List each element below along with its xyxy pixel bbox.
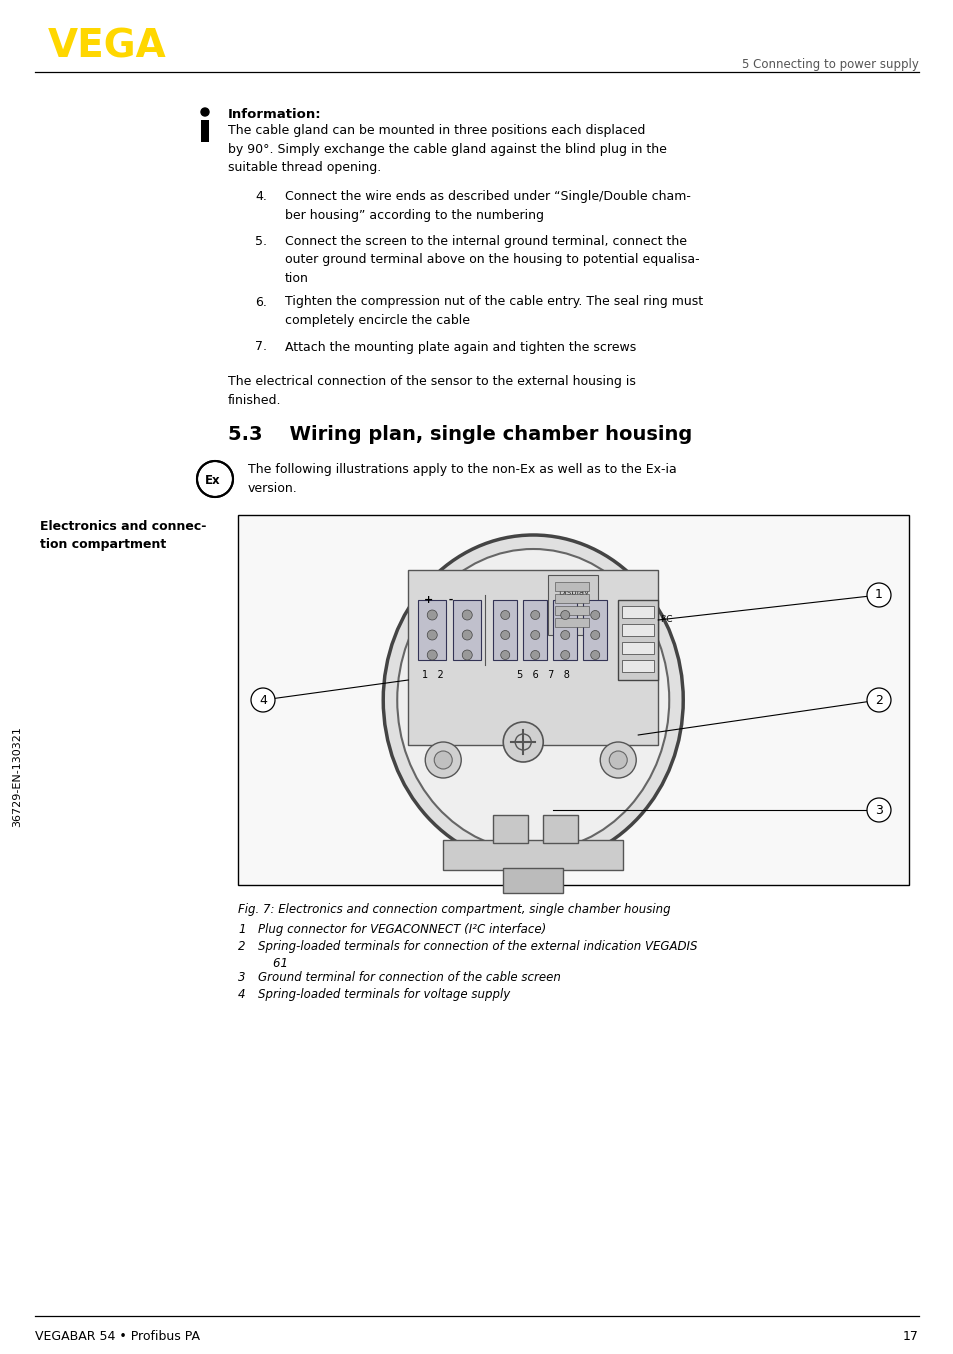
Text: The following illustrations apply to the non-Ex as well as to the Ex-ia
version.: The following illustrations apply to the… [248,463,676,494]
Text: Connect the wire ends as described under “Single/Double cham-
ber housing” accor: Connect the wire ends as described under… [285,190,690,222]
Circle shape [866,688,890,712]
Text: 3: 3 [237,971,245,984]
Circle shape [866,798,890,822]
Text: 5 Connecting to power supply: 5 Connecting to power supply [741,58,918,70]
Text: 1: 1 [237,923,245,936]
FancyBboxPatch shape [621,624,654,636]
Text: Plug connector for VEGACONNECT (I²C interface): Plug connector for VEGACONNECT (I²C inte… [257,923,546,936]
Text: Display: Display [558,588,588,597]
Text: 36729-EN-130321: 36729-EN-130321 [12,727,22,827]
Circle shape [560,650,569,659]
Text: I²C: I²C [659,615,672,624]
Text: 1   2: 1 2 [422,670,444,680]
Ellipse shape [396,548,669,852]
FancyBboxPatch shape [618,600,658,680]
FancyBboxPatch shape [493,600,517,659]
Text: Spring-loaded terminals for voltage supply: Spring-loaded terminals for voltage supp… [257,988,510,1001]
FancyBboxPatch shape [453,600,480,659]
FancyBboxPatch shape [201,121,209,142]
FancyBboxPatch shape [621,642,654,654]
Circle shape [500,650,509,659]
Circle shape [462,650,472,659]
Text: 4: 4 [259,693,267,707]
Circle shape [251,688,274,712]
Text: The electrical connection of the sensor to the external housing is
finished.: The electrical connection of the sensor … [228,375,636,406]
Circle shape [590,611,599,620]
FancyBboxPatch shape [493,815,528,844]
Circle shape [560,611,569,620]
Circle shape [201,108,209,116]
Circle shape [609,751,626,769]
Text: 4: 4 [237,988,245,1001]
Circle shape [590,631,599,639]
Circle shape [425,742,460,779]
Circle shape [427,611,436,620]
FancyBboxPatch shape [553,600,577,659]
Text: 17: 17 [902,1330,918,1343]
FancyBboxPatch shape [621,659,654,672]
Circle shape [590,650,599,659]
FancyBboxPatch shape [417,600,446,659]
FancyBboxPatch shape [555,594,589,603]
Text: +    -: + - [423,594,453,605]
Circle shape [599,742,636,779]
Text: 2: 2 [874,693,882,707]
Text: VEGA: VEGA [48,28,167,66]
Circle shape [530,611,539,620]
Circle shape [462,630,472,640]
FancyBboxPatch shape [621,607,654,617]
Text: Ex: Ex [205,474,220,486]
FancyBboxPatch shape [548,575,598,635]
Circle shape [427,630,436,640]
Text: 5.3    Wiring plan, single chamber housing: 5.3 Wiring plan, single chamber housing [228,425,692,444]
FancyBboxPatch shape [555,607,589,615]
FancyBboxPatch shape [555,617,589,627]
Text: 5.: 5. [254,236,267,248]
Text: Fig. 7: Electronics and connection compartment, single chamber housing: Fig. 7: Electronics and connection compa… [237,903,670,917]
Text: Ground terminal for connection of the cable screen: Ground terminal for connection of the ca… [257,971,560,984]
Text: 4.: 4. [254,190,267,203]
Text: 6.: 6. [254,295,267,309]
Text: 3: 3 [874,803,882,816]
Text: Electronics and connec-
tion compartment: Electronics and connec- tion compartment [40,520,206,551]
Text: Connect the screen to the internal ground terminal, connect the
outer ground ter: Connect the screen to the internal groun… [285,236,699,284]
FancyBboxPatch shape [555,582,589,590]
FancyBboxPatch shape [522,600,547,659]
FancyBboxPatch shape [443,839,622,871]
Text: VEGABAR 54 • Profibus PA: VEGABAR 54 • Profibus PA [35,1330,200,1343]
Text: Attach the mounting plate again and tighten the screws: Attach the mounting plate again and tigh… [285,340,636,353]
FancyBboxPatch shape [582,600,607,659]
Circle shape [500,631,509,639]
FancyBboxPatch shape [542,815,578,844]
Circle shape [427,650,436,659]
FancyBboxPatch shape [503,868,562,894]
Circle shape [462,611,472,620]
Text: 1: 1 [874,589,882,601]
Text: 2: 2 [237,940,245,953]
Text: 7.: 7. [254,340,267,353]
Text: Spring-loaded terminals for connection of the external indication VEGADIS
    61: Spring-loaded terminals for connection o… [257,940,697,969]
Text: The cable gland can be mounted in three positions each displaced
by 90°. Simply : The cable gland can be mounted in three … [228,125,666,175]
Circle shape [560,631,569,639]
FancyBboxPatch shape [408,570,658,745]
Text: Tighten the compression nut of the cable entry. The seal ring must
completely en: Tighten the compression nut of the cable… [285,295,702,328]
Text: Information:: Information: [228,108,321,121]
Circle shape [530,631,539,639]
FancyBboxPatch shape [237,515,908,886]
Circle shape [503,722,542,762]
Text: 5   6   7   8: 5 6 7 8 [517,670,569,680]
Circle shape [196,460,233,497]
Circle shape [434,751,452,769]
Circle shape [866,584,890,607]
Circle shape [500,611,509,620]
Ellipse shape [383,535,682,865]
Circle shape [530,650,539,659]
